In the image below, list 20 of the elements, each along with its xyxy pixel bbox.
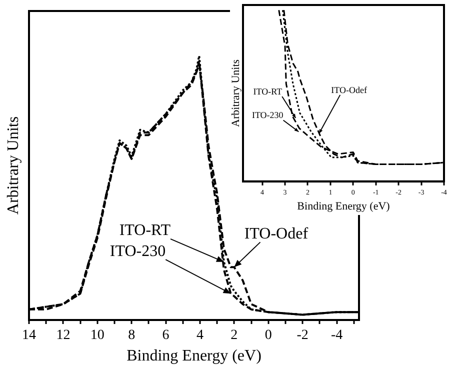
y-axis-title: Arbitrary Units (230, 59, 242, 127)
x-tick-label: 10 (90, 328, 104, 344)
x-tick-label: 2 (230, 328, 238, 344)
x-tick-label: -4 (330, 328, 343, 344)
x-tick-label: -2 (296, 328, 308, 344)
annotation: ITO-230 (110, 242, 166, 260)
x-axis-title: Binding Energy (eV) (297, 200, 390, 212)
annotation: ITO-Odef (244, 225, 309, 242)
annotation: ITO-RT (119, 222, 171, 240)
annotation: ITO-Odef (331, 84, 367, 95)
x-tick-label: 8 (128, 328, 136, 344)
x-tick-label: 14 (22, 328, 36, 344)
x-tick-label: 0 (264, 328, 272, 344)
x-tick-label: 12 (56, 328, 70, 344)
x-tick-label: 4 (196, 328, 204, 344)
annotation: ITO-RT (253, 86, 283, 96)
y-axis-title: Arbitrary Units (5, 116, 22, 215)
x-tick-label: 6 (162, 328, 170, 344)
x-axis-title: Binding Energy (eV) (126, 348, 262, 365)
annotation: ITO-230 (252, 110, 284, 120)
